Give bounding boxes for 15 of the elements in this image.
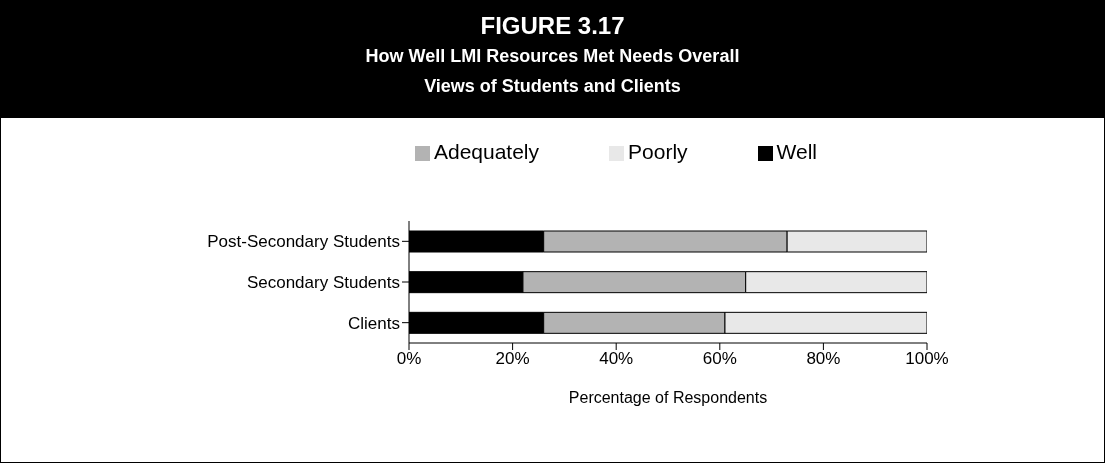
y-tick-label: Secondary Students <box>246 273 400 293</box>
x-axis-title: Percentage of Respondents <box>568 389 768 406</box>
x-tick-label: 0% <box>396 349 422 369</box>
chart-title: FIGURE 3.17 <box>479 11 626 41</box>
legend-label: Poorly <box>628 140 688 163</box>
x-tick-label: 100% <box>905 349 949 369</box>
legend-label: Well <box>776 140 818 163</box>
x-tick-label: 80% <box>806 349 841 369</box>
x-tick-label: 20% <box>495 349 530 369</box>
y-tick-label: Post-Secondary Students <box>207 232 400 252</box>
x-tick-label: 40% <box>599 349 634 369</box>
legend-label: Adequately <box>433 140 540 163</box>
y-tick-label: Clients <box>348 313 400 333</box>
x-tick-label: 60% <box>702 349 737 369</box>
chart-subtitle: How Well LMI Resources Met Needs Overall Views of Students and Clients <box>364 45 741 98</box>
